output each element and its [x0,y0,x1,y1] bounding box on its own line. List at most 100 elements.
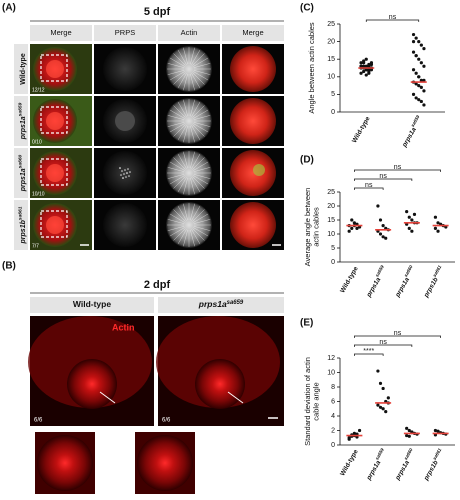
gene-name: Wild-type [73,299,111,309]
genotype-label: prps1bsa661 [421,447,447,482]
genotype-label: prps1asa660 [392,264,417,299]
merge-signal [230,202,276,248]
zoom-box [40,158,68,186]
zoom-box [40,210,68,238]
y-tick-label: 0 [331,109,335,116]
y-axis-label: actin cables [311,207,320,247]
comparison-bracket [354,344,413,347]
actin-cable [183,151,188,169]
column-header-bg [158,25,220,41]
actin-cable [173,209,186,222]
data-point [367,69,371,74]
y-tick-label: 12 [327,355,335,362]
column-header: PRPS [115,28,135,37]
actin-cable [169,71,185,81]
data-point [417,40,421,44]
data-point [381,235,385,239]
merge-signal [230,150,276,196]
zoom-box [40,106,68,134]
actin-cable [191,101,201,117]
data-point [417,75,421,79]
actin-cable [169,227,185,237]
data-point [422,47,426,51]
actin-cable [173,105,186,118]
data-point [412,212,417,216]
data-point [414,54,418,58]
data-point [419,85,423,89]
data-point [411,32,416,37]
data-point [376,204,380,208]
actin-cable [193,227,209,237]
y-axis-label: Angle between actin cables [307,22,316,114]
genotype-label: prps1asa660 [18,154,27,192]
actin-cable [167,167,185,172]
actin-cable [167,115,185,120]
allele-superscript: sa659 [18,102,24,116]
actin-cable [192,124,205,137]
data-point [359,64,363,68]
eye [195,359,245,409]
actin-cable [190,203,195,221]
data-point [422,89,426,93]
y-tick-label: 8 [331,384,335,391]
row-header-bg [14,148,28,198]
actin-cable [177,153,187,169]
allele-superscript: sa660 [18,154,24,168]
gene-name: Wild-type [339,265,360,294]
prps-signal [103,151,147,195]
y-tick-label: 2 [331,427,335,434]
actin-cable [191,153,201,169]
arrow [227,391,244,404]
data-point [411,40,416,44]
actin-cable [177,101,187,117]
data-point [364,57,368,61]
y-tick-label: 15 [327,56,335,63]
panel-label: (D) [300,155,314,166]
gene-name: prps1b [422,459,439,482]
gene-name: prps1b [20,219,27,244]
actin-cable [173,72,186,85]
actin-cable [193,70,211,75]
data-point [367,62,371,67]
inset-eye [37,435,93,491]
genotype-label: prps1asa659 [363,447,388,482]
data-point [419,61,423,65]
data-point [419,78,423,82]
ratio-count: 0/10 [32,139,42,145]
actin-cable [177,73,187,89]
prps-speck [127,168,129,170]
row-header-bg [14,200,28,250]
data-point [357,428,362,433]
actin-cable [183,229,188,247]
y-tick-label: 4 [331,413,335,420]
data-point [411,50,416,54]
data-point [410,229,414,233]
y-tick-label: 0 [331,259,335,266]
comparison-label: **** [363,348,374,355]
comparison-bracket [365,19,420,22]
allele-superscript: sa659 [374,264,385,278]
actin-cable [190,177,195,195]
data-point [436,229,440,233]
data-point [378,405,383,409]
genotype-label: Wild-type [351,115,372,144]
prps-speck [124,169,126,171]
actin-cable [190,151,195,169]
comparison-label: ns [379,339,387,346]
data-point [362,69,366,74]
data-point [433,215,438,219]
panel-title: 2 dpf [144,279,171,291]
actin-cable [173,176,186,189]
y-axis-label: cable angle [311,382,320,420]
data-point [359,61,363,65]
data-point [386,396,390,400]
y-tick-label: 10 [327,231,335,238]
data-point [436,221,440,225]
y-tick-label: 6 [331,398,335,405]
column-header-bg [30,297,154,313]
actin-cable [193,123,209,133]
actin-cable [169,213,185,223]
data-point [362,59,366,63]
actin-cable [191,73,201,89]
column-header: Merge [242,28,263,37]
